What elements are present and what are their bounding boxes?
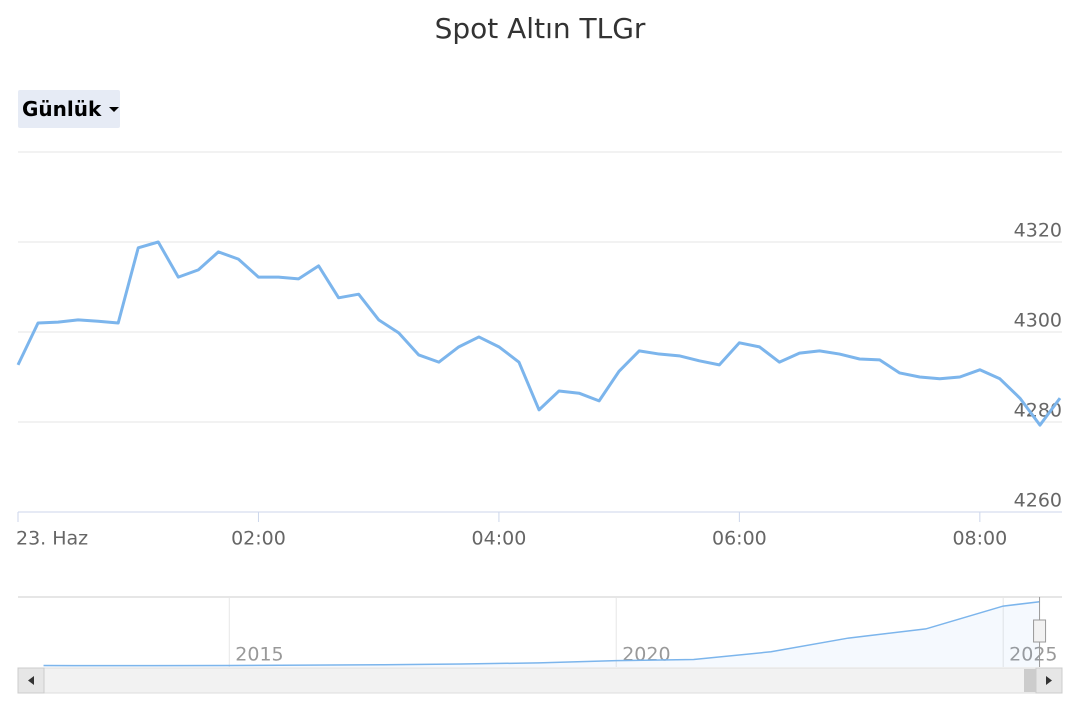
x-tick-label: 08:00 — [952, 528, 1007, 550]
navigator-label: 2025 — [1009, 644, 1057, 666]
navigator-area — [43, 601, 1040, 667]
chart-title: Spot Altın TLGr — [435, 12, 646, 45]
range-dropdown[interactable]: Günlük — [18, 90, 120, 128]
navigator-handle[interactable] — [1033, 619, 1047, 643]
x-tick-label: 06:00 — [712, 528, 767, 550]
arrow-left — [28, 676, 34, 685]
caret — [109, 106, 120, 112]
navigator-line — [43, 601, 1040, 667]
price-line — [16, 240, 1062, 427]
y-tick-label: 4320 — [1014, 220, 1062, 242]
y-tick-label: 4300 — [1014, 310, 1062, 332]
y-tick-label: 4260 — [1014, 490, 1062, 512]
arrow-right — [1046, 676, 1052, 685]
scrollbar-track[interactable] — [17, 667, 1063, 694]
x-tick-label: 02:00 — [231, 528, 286, 550]
range-label: Günlük — [22, 97, 102, 121]
x-tick-label: 04:00 — [472, 528, 527, 550]
navigator-label: 2015 — [235, 644, 283, 666]
x-tick-label: 23. Haz — [16, 528, 88, 550]
scroll-thumb[interactable] — [1024, 669, 1036, 692]
